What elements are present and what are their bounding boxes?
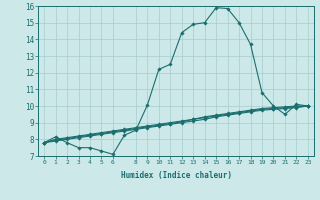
X-axis label: Humidex (Indice chaleur): Humidex (Indice chaleur) [121, 171, 231, 180]
